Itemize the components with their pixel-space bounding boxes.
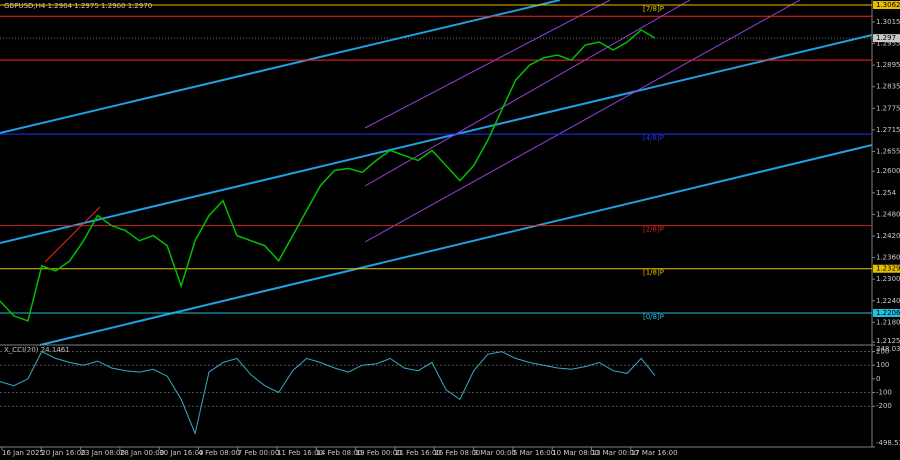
x-tick-label: 3 Mar 00:00 — [474, 449, 516, 457]
level-box — [873, 264, 900, 273]
cci-line — [0, 350, 656, 436]
y-tick-label: 1.254 — [876, 189, 897, 197]
x-tick-label: 14 Feb 08:00 — [316, 449, 362, 457]
level-tag: [7/8]P — [643, 5, 664, 13]
level-tag: [0/8]P — [643, 313, 664, 321]
trend-line — [0, 0, 561, 134]
y-tick-label: 1.2775 — [876, 104, 900, 112]
y-tick-label: 1.2480 — [876, 210, 900, 218]
chart-title: GBPUSD,H4 1.2964 1.2975 1.2960 1.2970 — [4, 2, 152, 10]
level-label: 1.3062 — [876, 1, 900, 9]
y-tick-label: 1.2895 — [876, 61, 900, 69]
y-tick-label: 1.2835 — [876, 83, 900, 91]
level-label: 1.2206 — [876, 309, 900, 317]
channel-line — [364, 0, 801, 243]
y-tick-label: 1.2180 — [876, 318, 900, 326]
y-tick-label: -200 — [876, 402, 892, 410]
indicator-title: X_CCI(20) 24.1461 — [4, 346, 70, 354]
level-tag: [1/8]P — [643, 269, 664, 277]
x-tick-label: 26 Feb 08:00 — [434, 449, 480, 457]
y-tick-label: 1.2420 — [876, 232, 900, 240]
channel-line — [364, 0, 611, 129]
level-tag: [4/8]P — [643, 134, 664, 142]
x-tick-label: 28 Jan 00:00 — [120, 449, 164, 457]
x-tick-label: 4 Feb 08:00 — [199, 449, 240, 457]
x-tick-label: 11 Feb 16:00 — [277, 449, 323, 457]
y-tick-label: 1.2955 — [876, 40, 900, 48]
y-tick-label: 1.3015 — [876, 18, 900, 26]
channel-lines — [0, 0, 873, 346]
x-tick-label: 7 Feb 00:00 — [238, 449, 279, 457]
trend-line — [39, 144, 873, 346]
price-line — [0, 28, 656, 322]
level-box — [873, 1, 900, 10]
current-price: 1.297 — [876, 34, 896, 42]
y-tick-label: 1.2655 — [876, 147, 900, 155]
x-tick-label: 19 Feb 00:00 — [356, 449, 402, 457]
level-tag: [2/8]P — [643, 226, 664, 234]
channel-line — [364, 0, 691, 187]
x-tick-label: 21 Feb 16:00 — [395, 449, 441, 457]
y-tick-label: 1.2600 — [876, 167, 900, 175]
x-tick-label: 16 Jan 2025 — [2, 449, 44, 457]
y-tick-label: 100 — [876, 361, 889, 369]
x-tick-label: 5 Mar 16:00 — [513, 449, 555, 457]
y-tick-label: -100 — [876, 389, 892, 397]
y-tick-label: -498.5398 — [876, 439, 900, 447]
x-tick-label: 13 Mar 00:00 — [592, 449, 639, 457]
x-tick-label: 10 Mar 08:00 — [552, 449, 599, 457]
y-tick-label: 0 — [876, 375, 880, 383]
trend-line — [0, 34, 873, 244]
level-label: 1.2329 — [876, 265, 900, 273]
x-tick-label: 17 Mar 16:00 — [631, 449, 678, 457]
y-tick-label: 1.2240 — [876, 297, 900, 305]
y-tick-label: 1.2360 — [876, 254, 900, 262]
level-box — [873, 308, 900, 317]
y-tick-label: 1.2300 — [876, 275, 900, 283]
y-tick-label: 248.0313 — [876, 345, 900, 353]
x-tick-label: 20 Jan 16:00 — [41, 449, 85, 457]
marker-line — [44, 206, 101, 263]
price-box — [873, 34, 900, 43]
y-tick-label: 1.2715 — [876, 126, 900, 134]
x-tick-label: 30 Jan 16:00 — [159, 449, 203, 457]
x-tick-label: 23 Jan 08:00 — [81, 449, 125, 457]
y-tick-label: 200 — [876, 348, 889, 356]
y-tick-label: 1.2125 — [876, 337, 900, 345]
